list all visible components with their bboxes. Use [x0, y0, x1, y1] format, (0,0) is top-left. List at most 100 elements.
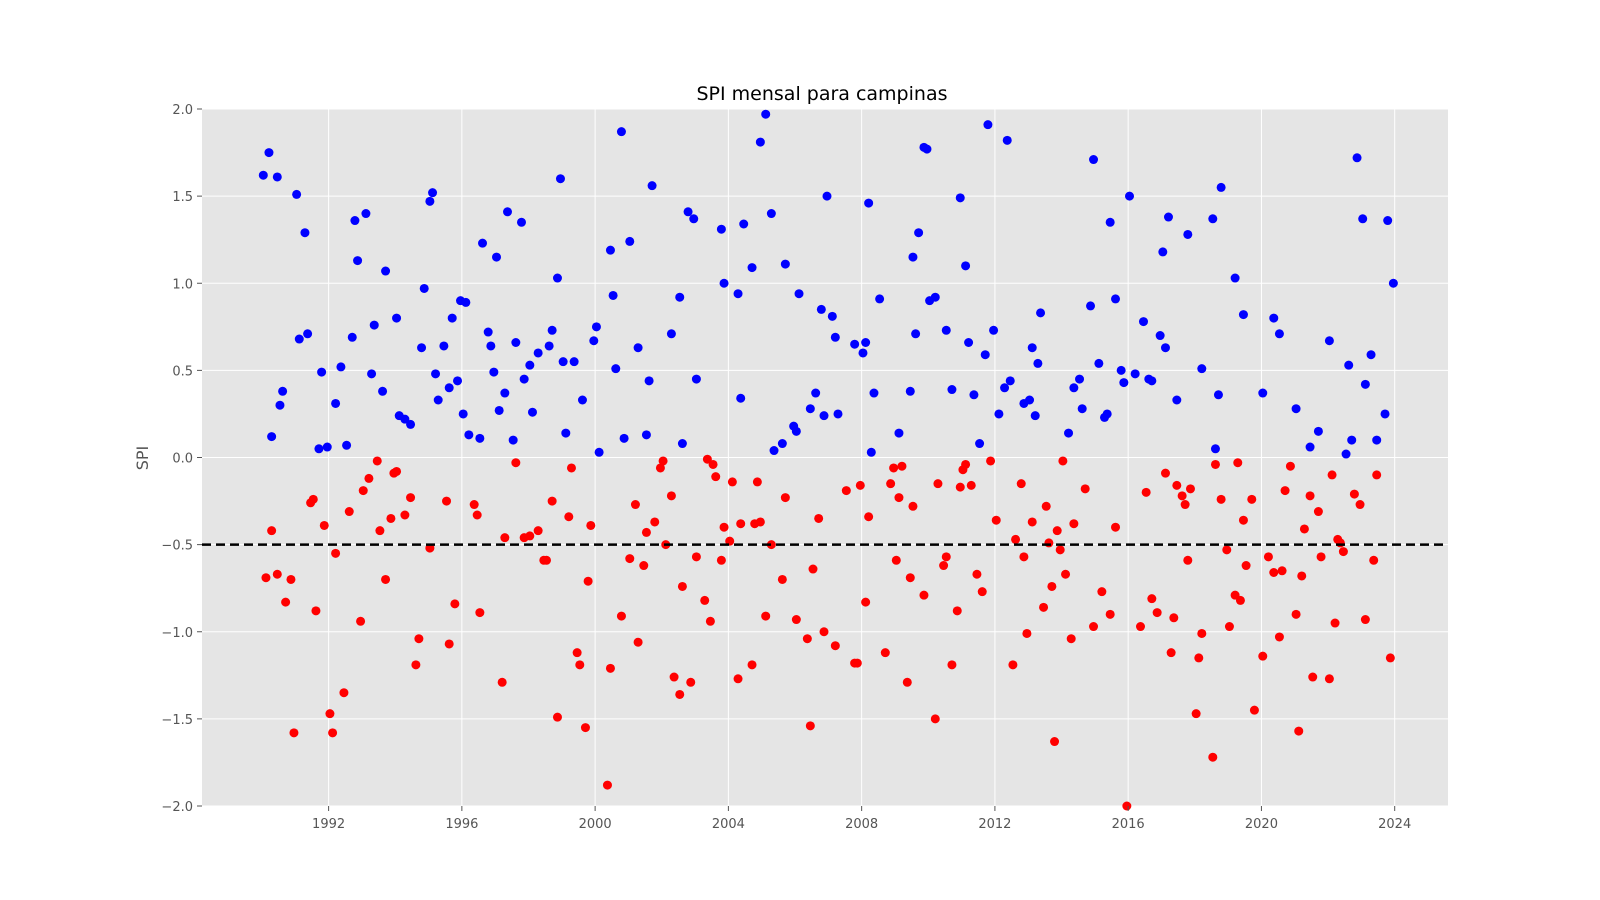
- data-point: [1138, 317, 1148, 327]
- data-point: [286, 574, 296, 584]
- data-point: [605, 245, 615, 255]
- data-point: [272, 172, 282, 182]
- y-axis-label: SPI: [133, 446, 152, 471]
- data-point: [575, 660, 585, 670]
- data-point: [533, 348, 543, 358]
- data-point: [905, 386, 915, 396]
- data-point: [478, 238, 488, 248]
- data-point: [469, 500, 479, 510]
- data-point: [541, 555, 551, 565]
- data-point: [317, 367, 327, 377]
- data-point: [1347, 435, 1357, 445]
- data-point: [986, 456, 996, 466]
- data-point: [1105, 217, 1115, 227]
- y-tick-label: 0.5: [172, 364, 193, 379]
- data-point: [819, 627, 829, 637]
- data-point: [1116, 365, 1126, 375]
- data-point: [1025, 395, 1035, 405]
- data-point: [1016, 479, 1026, 489]
- data-point: [719, 522, 729, 532]
- data-point: [453, 376, 463, 386]
- series-positive: [258, 109, 1398, 459]
- data-point: [1019, 552, 1029, 562]
- data-point: [805, 404, 815, 414]
- data-point: [852, 658, 862, 668]
- data-point: [1130, 369, 1140, 379]
- data-point: [425, 196, 435, 206]
- data-point: [372, 456, 382, 466]
- data-point: [955, 482, 965, 492]
- data-point: [552, 273, 562, 283]
- data-point: [625, 554, 635, 564]
- data-point: [869, 388, 879, 398]
- data-point: [1269, 313, 1279, 323]
- data-point: [761, 611, 771, 621]
- data-point: [414, 634, 424, 644]
- data-point: [555, 174, 565, 184]
- data-point: [1330, 618, 1340, 628]
- data-point: [1097, 587, 1107, 597]
- data-point: [736, 519, 746, 529]
- data-point: [303, 329, 313, 339]
- data-point: [1210, 444, 1220, 454]
- data-point: [658, 456, 668, 466]
- data-point: [619, 433, 629, 443]
- data-point: [472, 510, 482, 520]
- data-point: [972, 569, 982, 579]
- data-point: [1313, 507, 1323, 517]
- data-point: [525, 531, 535, 541]
- data-point: [980, 350, 990, 360]
- data-point: [508, 435, 518, 445]
- data-point: [1208, 214, 1218, 224]
- data-point: [777, 574, 787, 584]
- data-point: [1274, 329, 1284, 339]
- data-point: [739, 219, 749, 229]
- data-point: [1277, 566, 1287, 576]
- data-point: [819, 411, 829, 421]
- data-point: [1147, 376, 1157, 386]
- data-point: [417, 343, 427, 353]
- data-point: [677, 581, 687, 591]
- data-point: [378, 386, 388, 396]
- data-point: [908, 252, 918, 262]
- data-point: [939, 561, 949, 571]
- data-point: [897, 461, 907, 471]
- data-point: [1075, 374, 1085, 384]
- data-point: [1166, 648, 1176, 658]
- data-point: [983, 120, 993, 130]
- data-point: [666, 491, 676, 501]
- data-point: [1366, 350, 1376, 360]
- data-point: [591, 322, 601, 332]
- data-point: [544, 341, 554, 351]
- data-point: [281, 597, 291, 607]
- data-point: [1066, 634, 1076, 644]
- data-point: [342, 440, 352, 450]
- data-point: [589, 336, 599, 346]
- data-point: [1344, 360, 1354, 370]
- data-point: [361, 209, 371, 219]
- data-point: [1047, 581, 1057, 591]
- data-point: [386, 513, 396, 523]
- data-point: [558, 357, 568, 367]
- data-point: [1213, 390, 1223, 400]
- data-point: [1355, 500, 1365, 510]
- data-point: [1305, 442, 1315, 452]
- data-point: [275, 400, 285, 410]
- data-point: [356, 616, 366, 626]
- data-point: [1316, 552, 1326, 562]
- data-point: [833, 409, 843, 419]
- data-point: [830, 332, 840, 342]
- data-point: [780, 493, 790, 503]
- data-point: [625, 236, 635, 246]
- data-point: [289, 728, 299, 738]
- data-point: [1041, 501, 1051, 511]
- data-point: [1022, 628, 1032, 638]
- data-point: [802, 634, 812, 644]
- data-point: [1141, 487, 1151, 497]
- data-point: [602, 780, 612, 790]
- data-point: [755, 517, 765, 527]
- data-point: [977, 587, 987, 597]
- data-point: [1291, 609, 1301, 619]
- data-point: [708, 459, 718, 469]
- data-point: [1208, 752, 1218, 762]
